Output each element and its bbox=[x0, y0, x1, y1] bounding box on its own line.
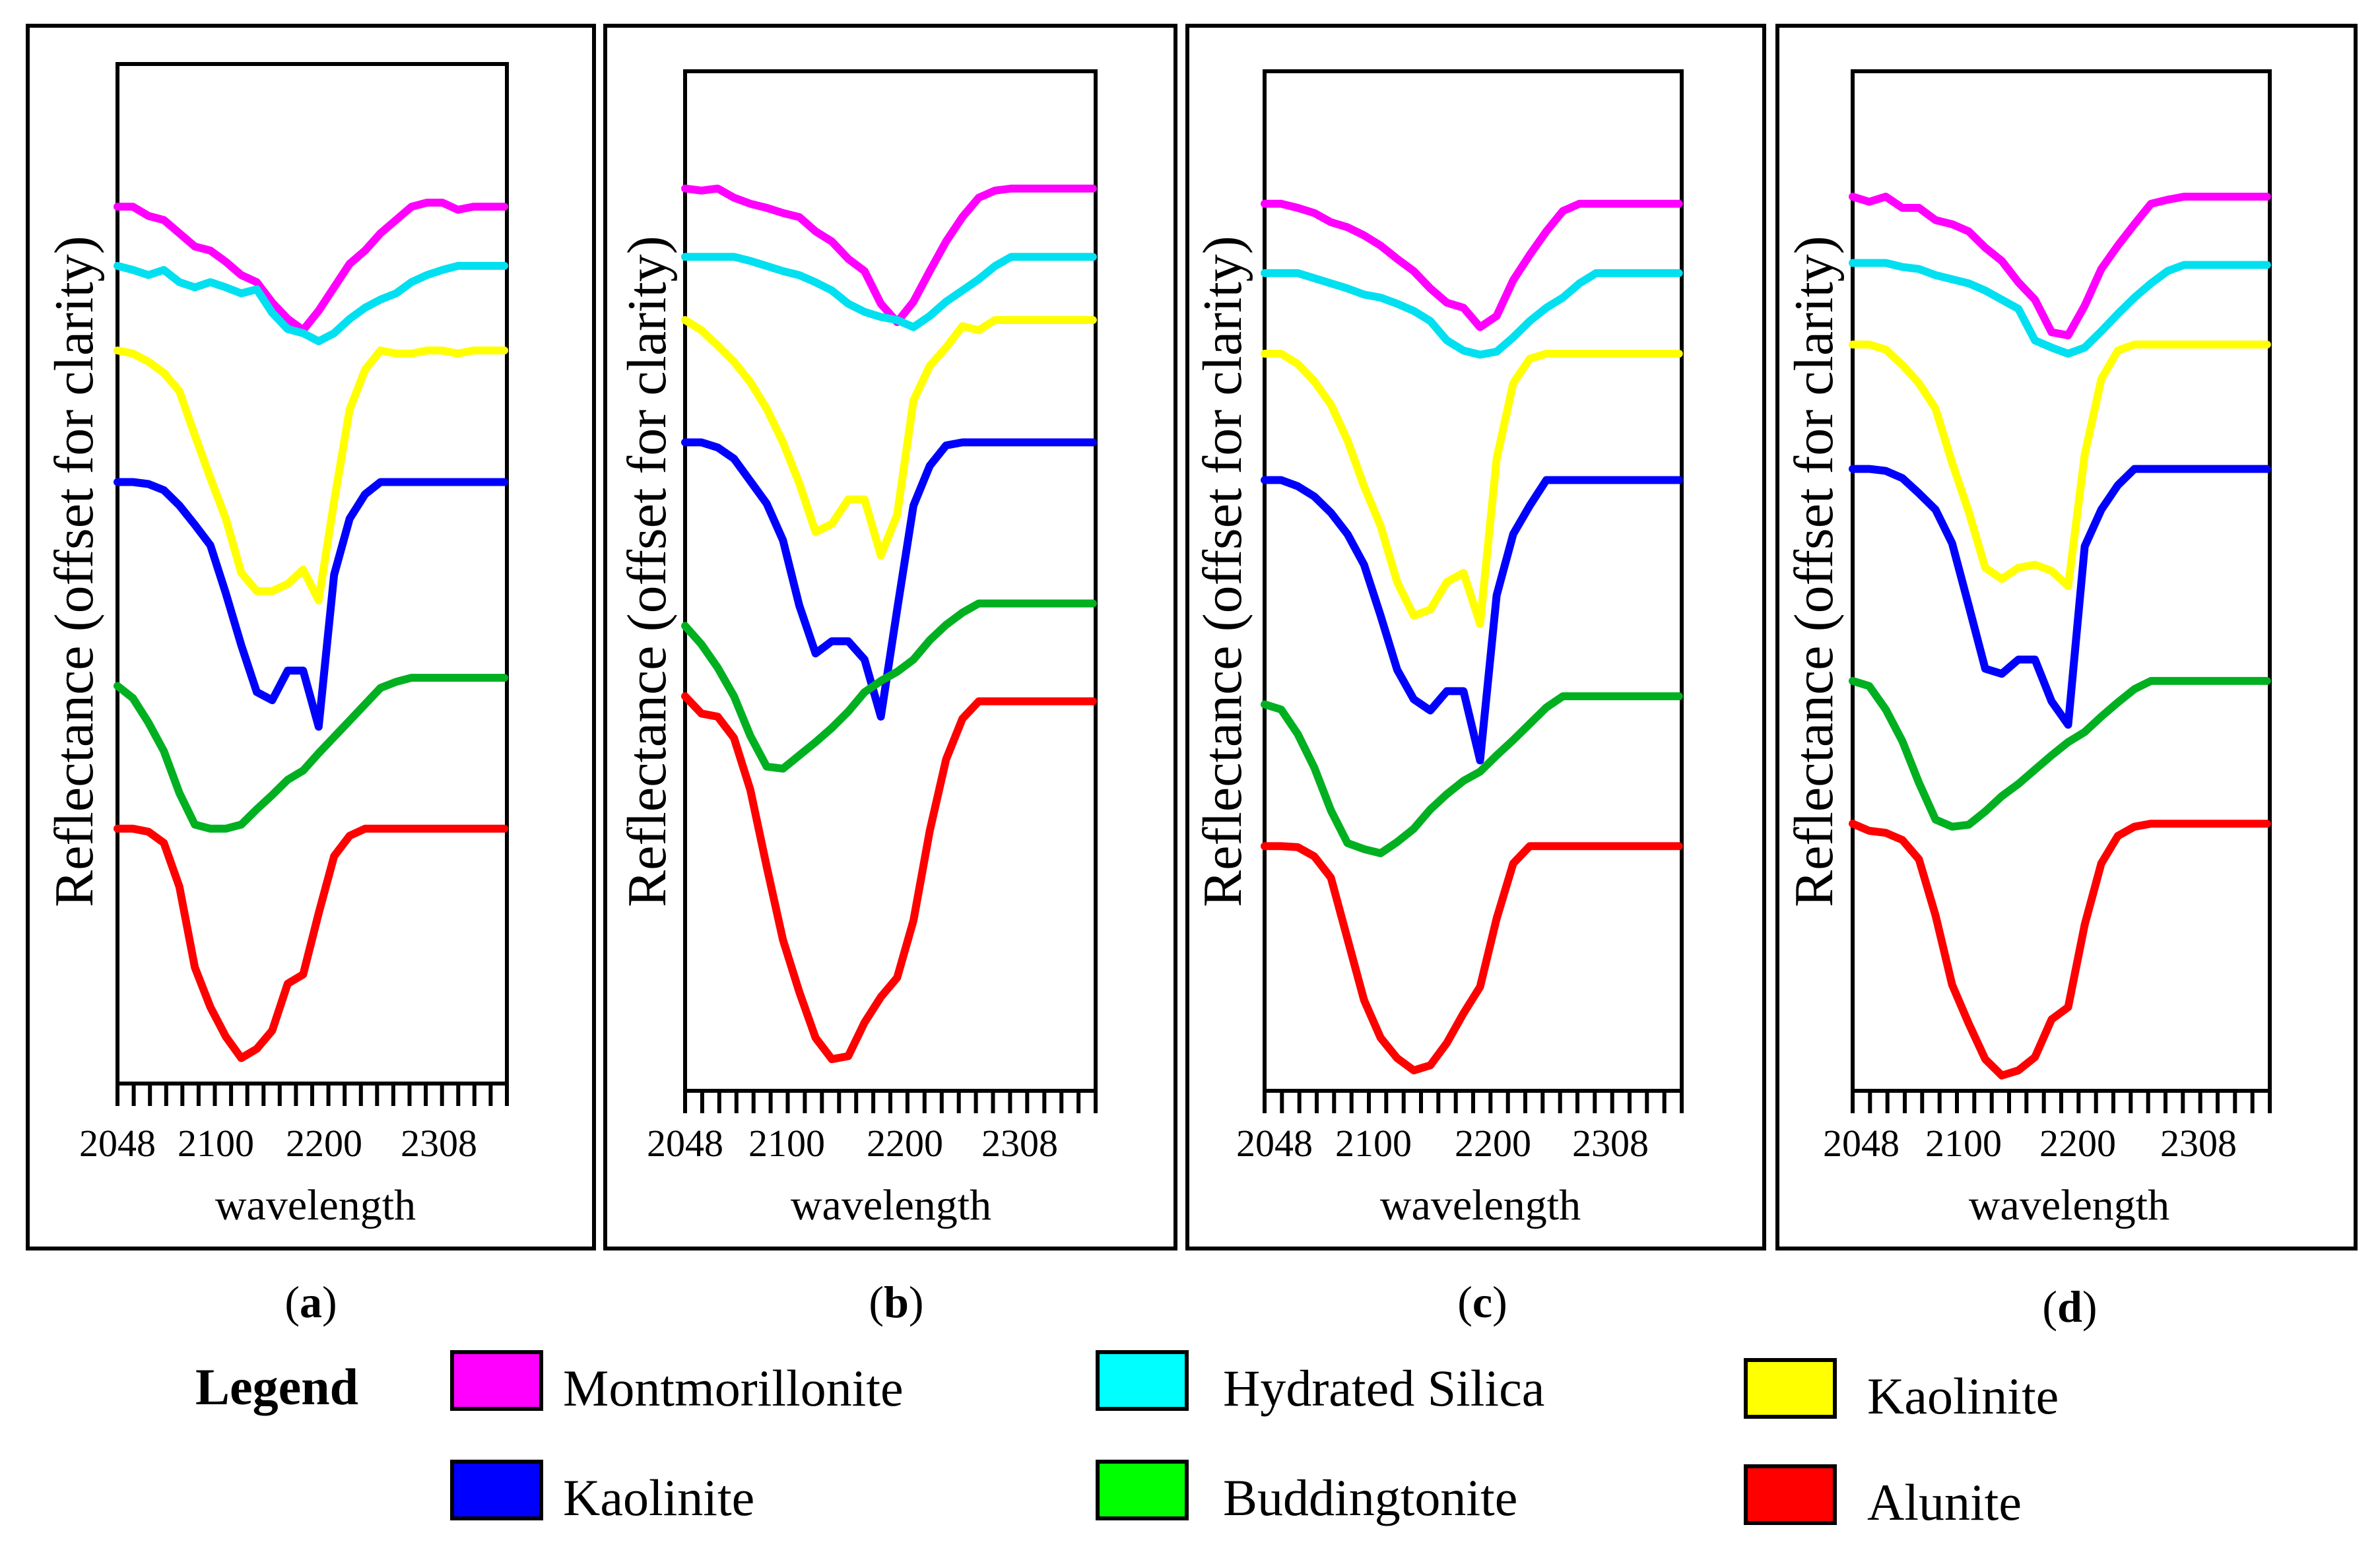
panel-c-frame bbox=[1185, 24, 1766, 1250]
panel-b: 2048 2100 2200 2308 wavelength Reflectan… bbox=[603, 24, 1177, 1327]
panel-d: 2048 2100 2200 2308 wavelength Reflectan… bbox=[1775, 24, 2358, 1332]
panel-d-series-5 bbox=[1849, 820, 2271, 1080]
panel-a-series-3 bbox=[114, 478, 509, 731]
panel-c-series bbox=[1261, 199, 1683, 1075]
panel-a-label: (a) bbox=[284, 1277, 337, 1327]
panel-b-series-1 bbox=[681, 253, 1097, 331]
panel-a-label-letter: a bbox=[300, 1277, 322, 1327]
panel-c-xtick-label-2: 2200 bbox=[1455, 1122, 1531, 1165]
panel-c-xtick-label-0: 2048 bbox=[1236, 1122, 1313, 1165]
legend-label-buddingtonite: Buddingtonite bbox=[1223, 1469, 1517, 1526]
panel-d-label: (d) bbox=[2042, 1282, 2097, 1332]
panel-b-xtick-label-0: 2048 bbox=[647, 1122, 723, 1165]
panel-c-series-4 bbox=[1261, 692, 1683, 857]
panel-b-xtick-label-3: 2308 bbox=[981, 1122, 1058, 1165]
panel-a-series-2 bbox=[114, 346, 509, 604]
panel-d-ticks bbox=[1851, 1091, 2272, 1113]
panel-b-xtick-label-1: 2100 bbox=[748, 1122, 825, 1165]
panel-c-ylabel: Reflectance (offset for clarity) bbox=[1192, 236, 1253, 907]
panel-b-xlabel: wavelength bbox=[791, 1181, 991, 1229]
panel-d-frame bbox=[1775, 24, 2358, 1250]
panel-c-xlabel: wavelength bbox=[1380, 1181, 1581, 1229]
panel-c-label-letter: c bbox=[1472, 1277, 1492, 1327]
legend-label-kaolinite-blue: Kaolinite bbox=[563, 1469, 754, 1526]
panel-d-xtick-label-1: 2100 bbox=[1925, 1122, 2002, 1165]
panel-c-series-5 bbox=[1261, 842, 1683, 1075]
legend-label-alunite: Alunite bbox=[1867, 1474, 2022, 1531]
panel-a: 2048 2100 2200 2308 wavelength Reflectan… bbox=[26, 24, 596, 1327]
panel-c-ticks bbox=[1263, 1091, 1684, 1113]
panel-c-xtick-label-3: 2308 bbox=[1572, 1122, 1649, 1165]
panel-c-series-1 bbox=[1261, 269, 1683, 359]
panel-b-xtick-label-2: 2200 bbox=[867, 1122, 943, 1165]
panel-a-xlabel: wavelength bbox=[215, 1181, 416, 1229]
panel-a-ticks bbox=[116, 1084, 509, 1106]
legend-swatch-kaolinite-yellow bbox=[1744, 1358, 1837, 1419]
legend-label-montmorillonite: Montmorillonite bbox=[563, 1359, 904, 1417]
legend-swatch-buddingtonite bbox=[1096, 1460, 1189, 1520]
panel-b-series-4 bbox=[681, 599, 1097, 773]
legend-label-hydrated-silica: Hydrated Silica bbox=[1223, 1359, 1544, 1417]
panel-b-series bbox=[681, 184, 1097, 1064]
panel-b-series-5 bbox=[681, 692, 1097, 1064]
panel-b-frame bbox=[603, 24, 1177, 1250]
legend-swatch-alunite bbox=[1744, 1464, 1837, 1525]
panel-b-series-0 bbox=[681, 184, 1097, 327]
panel-c-series-0 bbox=[1261, 199, 1683, 331]
panel-d-label-letter: d bbox=[2057, 1282, 2082, 1332]
panel-a-xtick-label-3: 2308 bbox=[401, 1122, 477, 1165]
panel-d-xtick-label-3: 2308 bbox=[2160, 1122, 2237, 1165]
panel-c-xtick-label-1: 2100 bbox=[1335, 1122, 1412, 1165]
panel-b-series-2 bbox=[681, 316, 1097, 560]
panel-d-series-3 bbox=[1849, 465, 2271, 729]
panel-a-frame bbox=[26, 24, 596, 1250]
panel-d-series-2 bbox=[1849, 341, 2271, 591]
panel-c-series-3 bbox=[1261, 476, 1683, 765]
panel-a-series-4 bbox=[114, 674, 509, 833]
legend-swatch-montmorillonite bbox=[450, 1350, 543, 1411]
legend-label-kaolinite-yellow: Kaolinite bbox=[1867, 1367, 2059, 1425]
panel-a-series-1 bbox=[114, 261, 509, 346]
panel-b-label-letter: b bbox=[884, 1277, 909, 1327]
panel-a-series-5 bbox=[114, 824, 509, 1062]
panel-a-xtick-label-0: 2048 bbox=[79, 1122, 156, 1165]
panel-d-series bbox=[1849, 193, 2271, 1080]
panel-a-ylabel: Reflectance (offset for clarity) bbox=[44, 236, 105, 907]
legend-swatch-kaolinite-blue bbox=[450, 1460, 543, 1520]
panel-a-series-0 bbox=[114, 199, 509, 335]
panel-a-series bbox=[114, 199, 509, 1062]
panel-b-ticks bbox=[683, 1091, 1098, 1113]
panel-b-plot-area bbox=[683, 69, 1098, 1093]
panel-b-label: (b) bbox=[869, 1277, 923, 1327]
panel-a-xtick-label-1: 2100 bbox=[178, 1122, 254, 1165]
panel-c-series-2 bbox=[1261, 350, 1683, 628]
panel-b-series-3 bbox=[681, 438, 1097, 721]
panel-d-series-1 bbox=[1849, 259, 2271, 358]
legend: Legend Montmorillonite Hydrated Silica K… bbox=[195, 1350, 2059, 1531]
legend-swatch-hydrated-silica bbox=[1096, 1350, 1189, 1411]
panel-b-ylabel: Reflectance (offset for clarity) bbox=[616, 236, 678, 907]
legend-title: Legend bbox=[195, 1358, 358, 1415]
panel-c-label: (c) bbox=[1457, 1277, 1507, 1327]
panel-d-xtick-label-0: 2048 bbox=[1823, 1122, 1900, 1165]
panel-d-series-4 bbox=[1849, 676, 2271, 831]
panel-a-xtick-label-2: 2200 bbox=[286, 1122, 362, 1165]
panel-d-ylabel: Reflectance (offset for clarity) bbox=[1783, 236, 1845, 907]
panel-c: 2048 2100 2200 2308 wavelength Reflectan… bbox=[1185, 24, 1766, 1327]
panel-d-xlabel: wavelength bbox=[1969, 1181, 2169, 1229]
panel-d-series-0 bbox=[1849, 193, 2271, 340]
panel-d-xtick-label-2: 2200 bbox=[2039, 1122, 2116, 1165]
